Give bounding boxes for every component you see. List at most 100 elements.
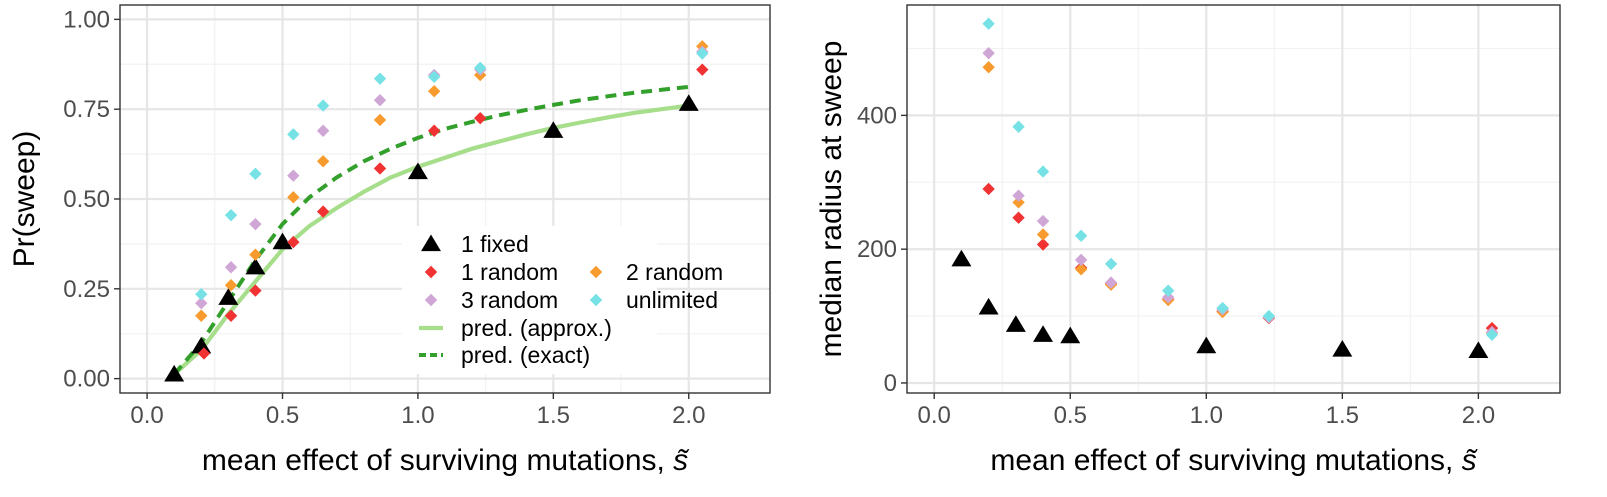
legend-background — [402, 226, 657, 374]
data-point-diamond — [982, 61, 995, 74]
data-point-diamond — [1012, 189, 1025, 202]
legend-entry: pred. (exact) — [419, 342, 590, 368]
data-point-diamond — [224, 279, 238, 292]
data-point-diamond — [1104, 257, 1118, 271]
points-1-random — [197, 63, 709, 360]
data-point-diamond — [224, 208, 238, 222]
data-point-diamond — [427, 70, 441, 84]
data-point-diamond — [224, 261, 238, 274]
legend-label: 3 random — [461, 287, 558, 313]
data-point-diamond — [1104, 276, 1118, 289]
x-tick-label: 0.5 — [1054, 402, 1087, 429]
y-tick-label: 0.75 — [63, 96, 110, 123]
legend-key-diamond — [424, 293, 438, 307]
legend-entry: 2 random — [589, 259, 723, 285]
panel-right: 0.0 0.5 1.0 1.5 2.0 0 200 400 mean effect of sur… — [815, 4, 1561, 477]
data-point-diamond — [1036, 228, 1050, 241]
legend-entry: pred. (approx.) — [419, 315, 612, 341]
data-point-triangle — [1332, 340, 1353, 357]
data-point-diamond — [287, 235, 300, 249]
data-point-diamond — [1162, 284, 1175, 297]
data-point-triangle — [218, 288, 239, 305]
data-point-diamond — [1074, 253, 1088, 267]
y-axis-title: Pr(sweep) — [8, 131, 41, 268]
x-axis-title-text: mean effect of surviving mutations, — [990, 444, 1461, 477]
data-point-diamond — [1074, 263, 1088, 276]
data-point-diamond — [1216, 301, 1229, 315]
data-point-diamond — [249, 167, 262, 181]
data-point-diamond — [287, 191, 300, 204]
series-pred-approx- — [172, 103, 690, 376]
data-point-triangle — [543, 121, 564, 138]
x-tick-label: 1.5 — [537, 402, 570, 429]
legend-key-triangle — [421, 234, 441, 252]
data-point-diamond — [373, 72, 387, 85]
x-tick-label: 0.0 — [130, 402, 163, 429]
data-point-diamond — [373, 113, 387, 127]
data-point-diamond — [249, 284, 262, 297]
y-tick-label: 0.25 — [63, 276, 110, 303]
legend-label: 2 random — [626, 259, 723, 285]
data-point-diamond — [316, 99, 330, 112]
data-point-diamond — [1262, 309, 1276, 323]
data-point-diamond — [1036, 238, 1050, 251]
points-unlimited — [195, 47, 709, 301]
data-point-diamond — [982, 46, 995, 60]
data-point-diamond — [373, 94, 387, 107]
data-point-triangle — [1468, 341, 1489, 358]
y-axis-title: median radius at sweep — [815, 41, 848, 358]
legend-label: pred. (approx.) — [461, 315, 612, 341]
data-point-triangle — [272, 232, 293, 250]
legend-entry: unlimited — [589, 287, 718, 313]
data-point-triangle — [164, 364, 185, 382]
data-point-diamond — [1012, 120, 1025, 133]
data-point-diamond — [427, 85, 441, 98]
legend-key-diamond — [589, 293, 603, 307]
x-tick-label: 0.0 — [918, 402, 951, 429]
legend-label: unlimited — [626, 287, 718, 313]
x-axis-title-symbol: s̃ — [1462, 444, 1478, 477]
data-point-diamond — [427, 124, 441, 137]
panel-left: 0.0 0.5 1.0 1.5 2.0 0.00 0.25 0.50 0.75 1.00 mean … — [8, 4, 771, 477]
data-point-diamond — [287, 128, 300, 141]
y-tick-label: 1.00 — [63, 6, 110, 33]
series-group — [951, 17, 1499, 358]
data-point-diamond — [1012, 196, 1025, 209]
data-point-diamond — [982, 182, 995, 196]
data-point-triangle — [1060, 326, 1081, 344]
points-1-fixed — [951, 249, 1489, 358]
legend-label: 1 fixed — [461, 231, 529, 257]
points-unlimited — [982, 17, 1499, 341]
x-axis-title: mean effect of surviving mutations, s̃ — [202, 444, 689, 477]
x-axis-title: mean effect of surviving mutations, s̃ — [990, 444, 1477, 477]
data-point-triangle — [951, 249, 972, 267]
data-point-diamond — [696, 47, 709, 60]
legend-entry: 3 random — [424, 287, 558, 313]
x-tick-label: 2.0 — [1462, 402, 1495, 429]
x-tick-label: 1.0 — [401, 402, 434, 429]
data-point-triangle — [407, 162, 428, 180]
data-point-diamond — [373, 162, 387, 175]
data-point-diamond — [195, 296, 208, 310]
legend-label: pred. (exact) — [461, 342, 590, 368]
data-point-diamond — [224, 309, 238, 322]
line-pred-approx- — [172, 103, 690, 376]
legend-label: 1 random — [461, 259, 558, 285]
x-axis-title-symbol: s̃ — [673, 444, 689, 477]
data-point-diamond — [474, 61, 487, 75]
x-tick-label: 2.0 — [672, 402, 705, 429]
data-point-diamond — [249, 217, 262, 231]
data-point-diamond — [197, 347, 211, 360]
series-group — [164, 40, 709, 382]
data-point-diamond — [195, 288, 208, 301]
data-point-diamond — [195, 309, 208, 322]
data-point-diamond — [474, 111, 487, 125]
y-tick-label: 400 — [857, 102, 897, 129]
x-axis-title-text: mean effect of surviving mutations, — [202, 444, 673, 477]
legend-entry: 1 fixed — [421, 231, 529, 257]
data-point-diamond — [696, 63, 709, 76]
data-point-triangle — [245, 257, 266, 275]
data-point-triangle — [1005, 315, 1026, 332]
data-point-triangle — [1033, 325, 1054, 342]
